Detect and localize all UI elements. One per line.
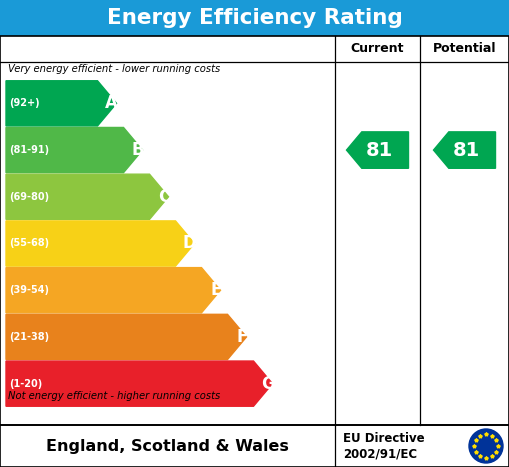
Text: D: D: [183, 234, 196, 253]
Text: 2002/91/EC: 2002/91/EC: [343, 448, 417, 461]
Text: 81: 81: [453, 141, 480, 160]
Text: A: A: [105, 94, 118, 113]
Polygon shape: [434, 132, 495, 168]
Polygon shape: [6, 174, 168, 219]
Polygon shape: [6, 127, 143, 173]
Text: (1-20): (1-20): [9, 379, 42, 389]
Text: (21-38): (21-38): [9, 332, 49, 342]
Polygon shape: [6, 268, 220, 313]
Text: (39-54): (39-54): [9, 285, 49, 295]
Text: (69-80): (69-80): [9, 192, 49, 202]
Text: C: C: [158, 188, 170, 206]
Text: Potential: Potential: [433, 42, 496, 56]
Text: B: B: [131, 141, 144, 159]
Text: F: F: [236, 328, 247, 346]
Text: E: E: [210, 281, 221, 299]
Bar: [0, 425, 509, 467]
Text: (55-68): (55-68): [9, 239, 49, 248]
Text: EU Directive: EU Directive: [343, 432, 425, 445]
Text: England, Scotland & Wales: England, Scotland & Wales: [46, 439, 289, 453]
Bar: [0, 36, 509, 425]
Polygon shape: [347, 132, 409, 168]
Text: (92+): (92+): [9, 99, 40, 108]
Circle shape: [469, 429, 503, 463]
Bar: [0, 0, 509, 36]
Text: Current: Current: [351, 42, 404, 56]
Text: G: G: [261, 375, 275, 393]
Polygon shape: [6, 221, 194, 266]
Polygon shape: [6, 81, 117, 126]
Text: Energy Efficiency Rating: Energy Efficiency Rating: [106, 8, 403, 28]
Text: Not energy efficient - higher running costs: Not energy efficient - higher running co…: [8, 391, 220, 401]
Polygon shape: [6, 361, 272, 406]
Text: (81-91): (81-91): [9, 145, 49, 155]
Text: 81: 81: [366, 141, 393, 160]
Polygon shape: [6, 314, 246, 360]
Text: Very energy efficient - lower running costs: Very energy efficient - lower running co…: [8, 64, 220, 74]
